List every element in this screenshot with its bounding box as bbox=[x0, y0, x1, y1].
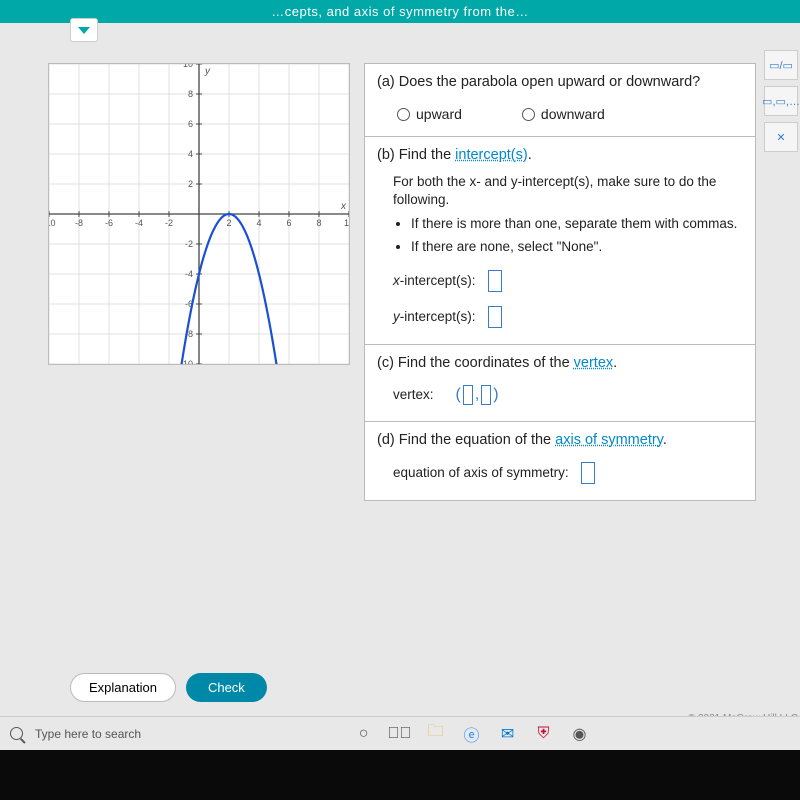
question-a-prompt: (a) Does the parabola open upward or dow… bbox=[377, 74, 743, 90]
radio-label-upward: upward bbox=[416, 106, 462, 122]
question-b-prompt: (b) Find the intercept(s). bbox=[377, 147, 743, 163]
check-button[interactable]: Check bbox=[186, 673, 267, 702]
radio-icon bbox=[522, 108, 535, 121]
svg-text:4: 4 bbox=[188, 149, 193, 159]
vertex-input[interactable]: (,) bbox=[456, 385, 499, 405]
taskbar-search[interactable]: Type here to search bbox=[35, 727, 141, 741]
svg-text:-10: -10 bbox=[49, 218, 56, 228]
question-b: (b) Find the intercept(s). For both the … bbox=[365, 137, 755, 345]
action-buttons: Explanation Check bbox=[70, 673, 267, 702]
main-content: -10-10-8-8-6-6-4-4-2-2224466881010xy (a)… bbox=[0, 23, 800, 511]
collapse-toggle[interactable] bbox=[70, 18, 98, 42]
svg-text:-4: -4 bbox=[135, 218, 143, 228]
svg-text:8: 8 bbox=[316, 218, 321, 228]
vertex-label: vertex: bbox=[393, 387, 434, 402]
svg-text:-6: -6 bbox=[105, 218, 113, 228]
windows-taskbar: Type here to search ○ ▭⃞ 🗀 ⓔ ✉ ⛨ ◉ bbox=[0, 716, 800, 750]
question-a: (a) Does the parabola open upward or dow… bbox=[365, 64, 755, 137]
laptop-bezel bbox=[0, 750, 800, 800]
question-c-prompt: (c) Find the coordinates of the vertex. bbox=[377, 355, 743, 371]
cortana-icon[interactable]: ○ bbox=[353, 723, 375, 745]
question-c: (c) Find the coordinates of the vertex. … bbox=[365, 345, 755, 422]
svg-text:10: 10 bbox=[344, 218, 349, 228]
radio-icon bbox=[397, 108, 410, 121]
radio-label-downward: downward bbox=[541, 106, 605, 122]
radio-upward[interactable]: upward bbox=[397, 106, 462, 122]
svg-text:6: 6 bbox=[188, 119, 193, 129]
question-d-prompt: (d) Find the equation of the axis of sym… bbox=[377, 432, 743, 448]
parabola-graph: -10-10-8-8-6-6-4-4-2-2224466881010xy bbox=[49, 64, 349, 364]
question-d: (d) Find the equation of the axis of sym… bbox=[365, 422, 755, 500]
fraction-tool[interactable]: ▭/▭ bbox=[764, 50, 798, 80]
axis-of-symmetry-link[interactable]: axis of symmetry bbox=[555, 432, 663, 448]
svg-text:2: 2 bbox=[188, 179, 193, 189]
x-intercept-row: xx-intercept(s):-intercept(s): bbox=[393, 270, 743, 292]
mcafee-icon[interactable]: ⛨ bbox=[533, 723, 555, 745]
svg-text:y: y bbox=[204, 66, 211, 77]
question-panel: (a) Does the parabola open upward or dow… bbox=[364, 63, 756, 501]
svg-text:6: 6 bbox=[286, 218, 291, 228]
close-tool[interactable]: ✕ bbox=[764, 122, 798, 152]
search-icon bbox=[10, 727, 23, 740]
svg-text:-4: -4 bbox=[185, 269, 193, 279]
vertex-link[interactable]: vertex bbox=[574, 355, 614, 371]
bullet-2: If there are none, select "None". bbox=[411, 238, 743, 256]
svg-text:-2: -2 bbox=[185, 239, 193, 249]
question-b-sub: For both the x- and y-intercept(s), make… bbox=[393, 173, 743, 256]
svg-text:2: 2 bbox=[226, 218, 231, 228]
task-view-icon[interactable]: ▭⃞ bbox=[389, 723, 411, 745]
y-intercept-input[interactable] bbox=[488, 306, 502, 328]
intercepts-link[interactable]: intercept(s) bbox=[455, 147, 528, 163]
svg-text:x: x bbox=[340, 201, 347, 212]
chevron-down-icon bbox=[78, 27, 90, 34]
bullet-1: If there is more than one, separate them… bbox=[411, 215, 743, 233]
side-toolbar: ▭/▭ ▭,▭,… ✕ bbox=[764, 50, 800, 152]
axis-label: equation of axis of symmetry: bbox=[393, 465, 569, 480]
svg-text:8: 8 bbox=[188, 89, 193, 99]
explanation-button[interactable]: Explanation bbox=[70, 673, 176, 702]
radio-downward[interactable]: downward bbox=[522, 106, 605, 122]
svg-text:-2: -2 bbox=[165, 218, 173, 228]
edge-icon[interactable]: ⓔ bbox=[461, 723, 483, 745]
svg-text:10: 10 bbox=[183, 64, 193, 69]
mail-icon[interactable]: ✉ bbox=[497, 723, 519, 745]
y-intercept-row: y-intercept(s): bbox=[393, 306, 743, 328]
list-tool[interactable]: ▭,▭,… bbox=[764, 86, 798, 116]
axis-input[interactable] bbox=[581, 462, 595, 484]
app-screen: …cepts, and axis of symmetry from the… -… bbox=[0, 0, 800, 750]
svg-text:-8: -8 bbox=[75, 218, 83, 228]
graph-panel: -10-10-8-8-6-6-4-4-2-2224466881010xy bbox=[48, 63, 350, 365]
lesson-title-banner: …cepts, and axis of symmetry from the… bbox=[0, 0, 800, 23]
file-explorer-icon[interactable]: 🗀 bbox=[425, 723, 447, 745]
svg-text:4: 4 bbox=[256, 218, 261, 228]
chrome-icon[interactable]: ◉ bbox=[569, 723, 591, 745]
x-intercept-input[interactable] bbox=[488, 270, 502, 292]
